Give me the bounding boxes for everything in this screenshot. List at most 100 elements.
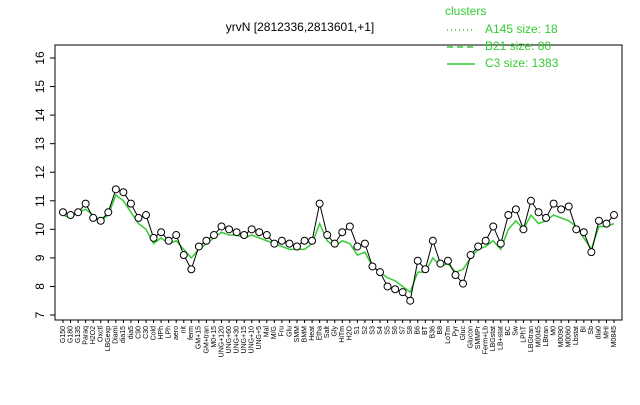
x-tick-label: S1 (354, 326, 361, 335)
gene-point (59, 208, 67, 217)
gene-point (451, 271, 460, 280)
gene-point (323, 231, 332, 240)
gene-point (489, 222, 498, 231)
x-tick-label: Cold (150, 326, 157, 341)
gene-point (504, 211, 513, 220)
gene-point (134, 213, 143, 222)
gene-point (474, 242, 483, 251)
gene-point (428, 236, 437, 245)
gene-point (126, 199, 135, 208)
gene-point (383, 282, 392, 291)
x-tick-label: Gly (332, 326, 339, 337)
gene-point (277, 236, 286, 245)
y-tick-label: 9 (33, 254, 47, 261)
x-tick-label: dia0 (596, 326, 603, 339)
gene-point (526, 196, 535, 205)
x-tick-label: HiTm (339, 326, 346, 343)
gene-point (587, 248, 596, 257)
chart-title: yrvN [2812336,2813601,+1] (226, 20, 374, 34)
gene-point (74, 208, 83, 217)
gene-point (119, 188, 128, 197)
x-tick-label: Oxctl (98, 326, 105, 342)
x-tick-label: LB+stat (498, 326, 505, 350)
x-tick-label: H2O2 (90, 326, 97, 344)
x-tick-label: Glu (286, 326, 293, 337)
x-tick-label: Fru (279, 326, 286, 337)
gene-point (610, 211, 618, 220)
gene-point (466, 251, 475, 260)
x-tick-label: dia5 (128, 326, 135, 339)
gene-point (285, 239, 294, 248)
x-tick-label: C30 (143, 326, 150, 339)
gene-point (142, 211, 151, 220)
x-tick-label: nit (181, 326, 188, 333)
x-tick-label: HPh (158, 326, 165, 340)
x-tick-label: S7 (400, 326, 407, 335)
x-tick-label: BC (505, 326, 512, 336)
gene-point (89, 213, 98, 222)
x-tick-label: G150 (60, 326, 67, 343)
x-tick-label: GM+tran (203, 326, 210, 354)
gene-point (209, 231, 218, 240)
gene-point (157, 228, 166, 237)
x-tick-label: Glucon (467, 326, 474, 348)
gene-point (564, 202, 573, 211)
gene-point (421, 265, 430, 274)
x-tick-label: S3 (369, 326, 376, 335)
gene-point (413, 256, 422, 265)
gene-point (247, 225, 256, 234)
gene-point (345, 222, 354, 231)
legend-label: C3 size: 1383 (485, 56, 559, 70)
x-tick-label: Diami (113, 326, 120, 344)
legend-title: clusters (445, 4, 486, 18)
x-tick-label: S2 (362, 326, 369, 335)
gene-point (542, 213, 551, 222)
y-tick-label: 12 (33, 165, 47, 179)
gene-point (225, 225, 234, 234)
y-tick-label: 14 (33, 108, 47, 122)
gene-point (594, 216, 603, 225)
x-tick-label: aero (173, 326, 180, 340)
gene-point (194, 242, 203, 251)
gene-point (172, 231, 181, 240)
x-tick-label: Sw (513, 325, 520, 336)
gene-point (300, 236, 309, 245)
x-tick-label: Salt (324, 326, 331, 338)
x-tick-label: UNG+10 (249, 326, 256, 354)
x-tick-label: LBGstat (490, 326, 497, 351)
x-tick-label: Gluc (460, 326, 467, 341)
gene-point (376, 268, 385, 277)
x-tick-label: G180 (67, 326, 74, 343)
gene-point (179, 251, 188, 260)
x-tick-label: Mal (264, 326, 271, 338)
x-tick-label: UNG+60 (226, 326, 233, 354)
gene-point (104, 208, 113, 217)
gene-point (338, 228, 347, 237)
x-tick-label: dia15 (120, 326, 127, 343)
gene-point (459, 279, 468, 288)
gene-line (62, 188, 615, 302)
x-tick-label: M0+15 (211, 326, 218, 348)
x-tick-label: B8 (437, 326, 444, 335)
gene-point (602, 219, 611, 228)
x-tick-label: LPhT (520, 325, 527, 342)
x-tick-label: M0845 (611, 326, 618, 348)
gene-point (232, 228, 241, 237)
legend-label: A145 size: 18 (485, 22, 558, 36)
gene-point (398, 288, 407, 297)
x-tick-label: ferm (188, 326, 195, 340)
gene-point (202, 236, 211, 245)
gene-point (217, 222, 226, 231)
x-tick-label: S4 (377, 326, 384, 335)
x-tick-label: SMM (294, 326, 301, 343)
x-tick-label: LBGexp (105, 326, 112, 351)
gene-point (436, 259, 445, 268)
x-tick-label: B6 (415, 326, 422, 335)
x-tick-label: Etha (316, 326, 323, 341)
x-tick-label: M0060 (566, 326, 573, 348)
gene-point (496, 239, 505, 248)
gene-point (443, 256, 452, 265)
x-tick-label: S6 (392, 326, 399, 335)
x-tick-label: H2O (347, 325, 354, 340)
